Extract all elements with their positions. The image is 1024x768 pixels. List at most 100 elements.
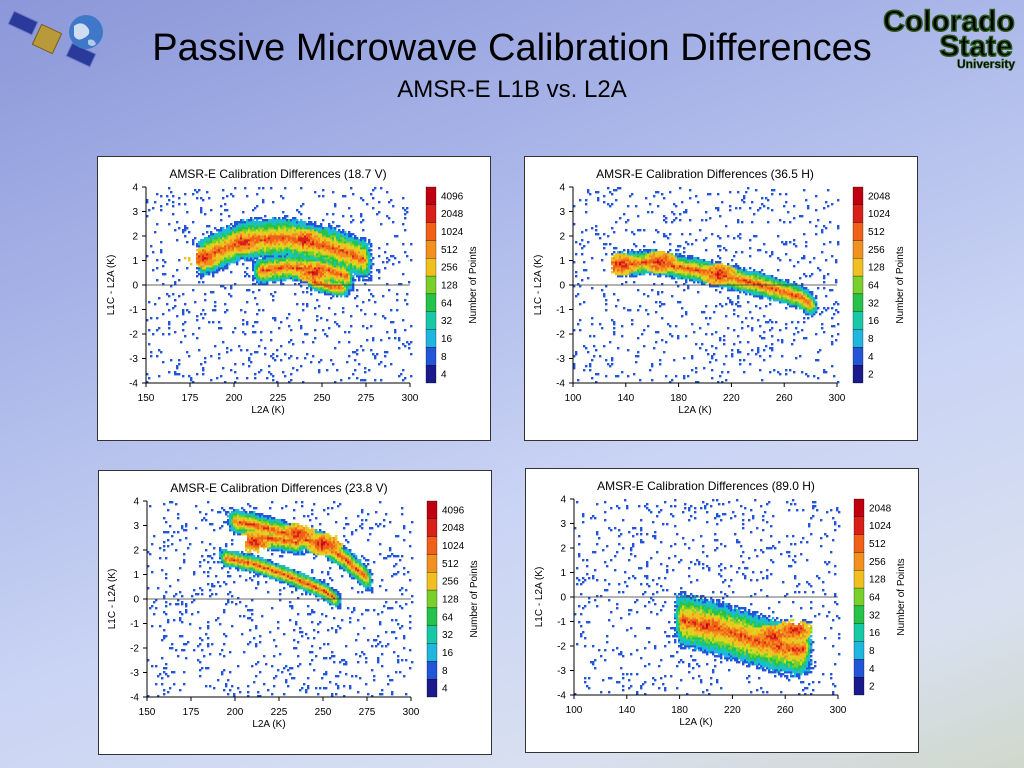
heatmap-cell bbox=[745, 275, 748, 278]
heatmap-cell bbox=[825, 259, 828, 262]
heatmap-cell bbox=[310, 225, 313, 228]
heatmap-cell bbox=[278, 265, 281, 268]
heatmap-cell bbox=[681, 257, 684, 260]
heatmap-cell bbox=[276, 233, 279, 236]
heatmap-cell bbox=[390, 321, 393, 324]
heatmap-cell bbox=[282, 247, 285, 250]
heatmap-cell bbox=[252, 253, 255, 256]
heatmap-cell bbox=[320, 317, 323, 320]
heatmap-cell bbox=[332, 293, 335, 296]
heatmap-cell bbox=[793, 285, 796, 288]
heatmap-cell bbox=[330, 257, 333, 260]
heatmap-cell bbox=[332, 275, 335, 278]
heatmap-cell bbox=[310, 257, 313, 260]
heatmap-cell bbox=[250, 235, 253, 238]
heatmap-cell bbox=[202, 373, 205, 376]
heatmap-cell bbox=[272, 317, 275, 320]
heatmap-cell bbox=[334, 347, 337, 350]
heatmap-cell bbox=[266, 251, 269, 254]
heatmap-cell bbox=[663, 259, 666, 262]
heatmap-cell bbox=[773, 279, 776, 282]
heatmap-cell bbox=[334, 255, 337, 258]
heatmap-cell bbox=[729, 301, 732, 304]
heatmap-cell bbox=[282, 269, 285, 272]
heatmap-cell bbox=[635, 245, 638, 248]
heatmap-cell bbox=[745, 283, 748, 286]
heatmap-cell bbox=[689, 197, 692, 200]
heatmap-cell bbox=[258, 271, 261, 274]
heatmap-cell bbox=[228, 257, 231, 260]
heatmap-cell bbox=[168, 223, 171, 226]
colorbar-swatch bbox=[425, 240, 437, 259]
heatmap-cell bbox=[669, 243, 672, 246]
heatmap-cell bbox=[302, 233, 305, 236]
heatmap-cell bbox=[206, 253, 209, 256]
heatmap-cell bbox=[304, 233, 307, 236]
heatmap-cell bbox=[312, 225, 315, 228]
heatmap-cell bbox=[693, 273, 696, 276]
heatmap-cell bbox=[733, 277, 736, 280]
heatmap-cell bbox=[230, 235, 233, 238]
heatmap-cell bbox=[665, 341, 668, 344]
heatmap-cell bbox=[222, 257, 225, 260]
heatmap-cell bbox=[667, 271, 670, 274]
heatmap-cell bbox=[663, 303, 666, 306]
heatmap-cell bbox=[689, 261, 692, 264]
heatmap-cell bbox=[787, 297, 790, 300]
heatmap-cell bbox=[715, 347, 718, 350]
heatmap-cell bbox=[775, 293, 778, 296]
heatmap-cell bbox=[342, 261, 345, 264]
heatmap-cell bbox=[252, 265, 255, 268]
heatmap-cell bbox=[781, 283, 784, 286]
heatmap-cell bbox=[282, 257, 285, 260]
heatmap-cell bbox=[332, 265, 335, 268]
heatmap-cell bbox=[338, 267, 341, 270]
heatmap-cell bbox=[244, 227, 247, 230]
heatmap-cell bbox=[364, 239, 367, 242]
heatmap-cell bbox=[338, 229, 341, 232]
heatmap-cell bbox=[775, 321, 778, 324]
heatmap-cell bbox=[336, 249, 339, 252]
heatmap-cell bbox=[701, 277, 704, 280]
heatmap-cell bbox=[673, 219, 676, 222]
heatmap-cell bbox=[294, 255, 297, 258]
heatmap-cell bbox=[290, 379, 293, 382]
heatmap-cell bbox=[753, 287, 756, 290]
heatmap-cell bbox=[759, 287, 762, 290]
heatmap-cell bbox=[350, 287, 353, 290]
heatmap-cell bbox=[316, 239, 319, 242]
heatmap-cell bbox=[831, 289, 834, 292]
heatmap-cell bbox=[813, 307, 816, 310]
heatmap-cell bbox=[270, 263, 273, 266]
heatmap-cell bbox=[633, 243, 636, 246]
heatmap-cell bbox=[326, 213, 329, 216]
heatmap-cell bbox=[200, 197, 203, 200]
heatmap-cell bbox=[220, 267, 223, 270]
heatmap-cell bbox=[340, 257, 343, 260]
heatmap-cell bbox=[298, 221, 301, 224]
heatmap-cell bbox=[256, 263, 259, 266]
heatmap-cell bbox=[725, 303, 728, 306]
heatmap-cell bbox=[308, 261, 311, 264]
heatmap-cell bbox=[216, 263, 219, 266]
heatmap-cell bbox=[196, 197, 199, 200]
heatmap-cell bbox=[256, 217, 259, 220]
heatmap-cell bbox=[829, 241, 832, 244]
heatmap-cell bbox=[262, 247, 265, 250]
heatmap-cell bbox=[338, 249, 341, 252]
heatmap-cell bbox=[713, 285, 716, 288]
heatmap-cell bbox=[270, 245, 273, 248]
heatmap-cell bbox=[316, 299, 319, 302]
heatmap-cell bbox=[655, 251, 658, 254]
heatmap-cell bbox=[769, 285, 772, 288]
heatmap-cell bbox=[404, 299, 407, 302]
heatmap-cell bbox=[659, 257, 662, 260]
heatmap-cell bbox=[236, 231, 239, 234]
heatmap-cell bbox=[288, 229, 291, 232]
heatmap-cell bbox=[757, 275, 760, 278]
heatmap-cell bbox=[338, 237, 341, 240]
heatmap-cell bbox=[262, 243, 265, 246]
heatmap-cell bbox=[310, 271, 313, 274]
heatmap-cell bbox=[364, 261, 367, 264]
heatmap-cell bbox=[352, 255, 355, 258]
